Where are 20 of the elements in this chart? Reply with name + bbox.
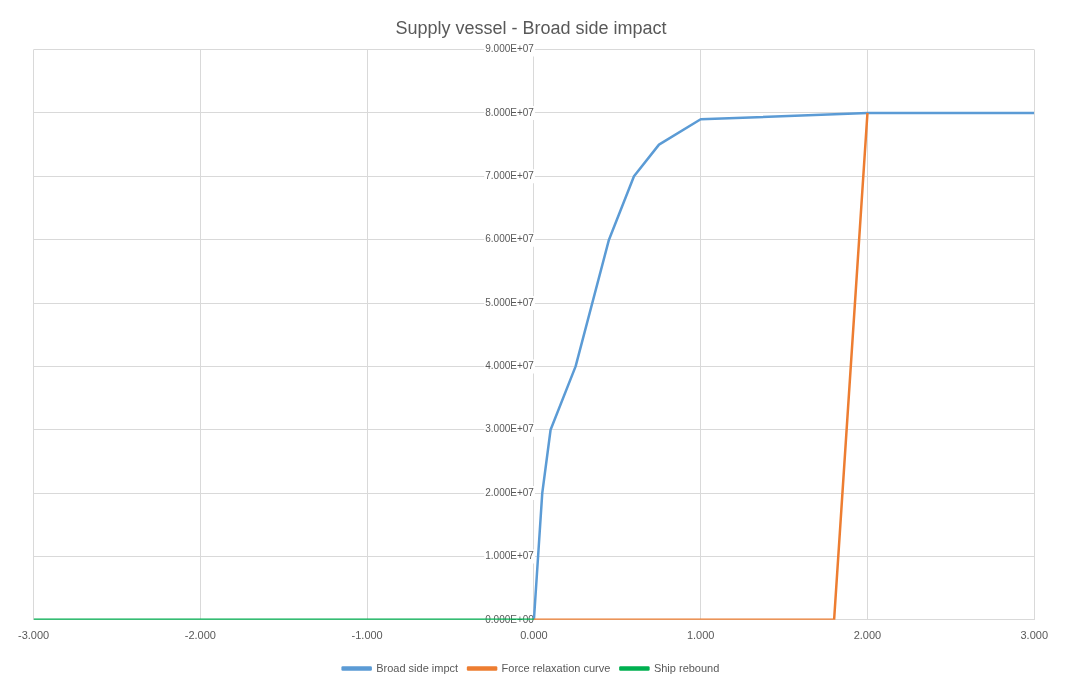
x-tick-label: 3.000 [1020,629,1048,642]
y-tick-label: 4.000E+07 [485,360,535,372]
x-tick-label: -3.000 [17,629,50,642]
x-tick-label: 1.000 [686,629,715,642]
y-tick-label: 7.000E+07 [485,170,535,182]
y-tick-label: 6.000E+07 [485,233,535,245]
y-tick-label: 3.000E+07 [485,423,535,435]
x-tick-label: 0.000 [520,629,548,642]
y-tick-label: 1.000E+07 [485,550,535,562]
y-tick-label: 9.000E+07 [485,43,535,55]
x-tick-label: 2.000 [853,629,882,642]
x-tick-label: -1.000 [351,629,383,642]
y-tick-label: 5.000E+07 [485,296,535,308]
legend-label: Ship rebound [653,661,720,674]
x-tick-label: -2.000 [184,629,216,642]
legend-label: Force relaxation curve [501,661,611,674]
legend-label: Broad side impct [376,661,459,674]
y-tick-label: 8.000E+07 [485,106,535,118]
y-tick-label: 2.000E+07 [485,486,535,498]
chart-title: Supply vessel - Broad side impact [395,17,667,38]
